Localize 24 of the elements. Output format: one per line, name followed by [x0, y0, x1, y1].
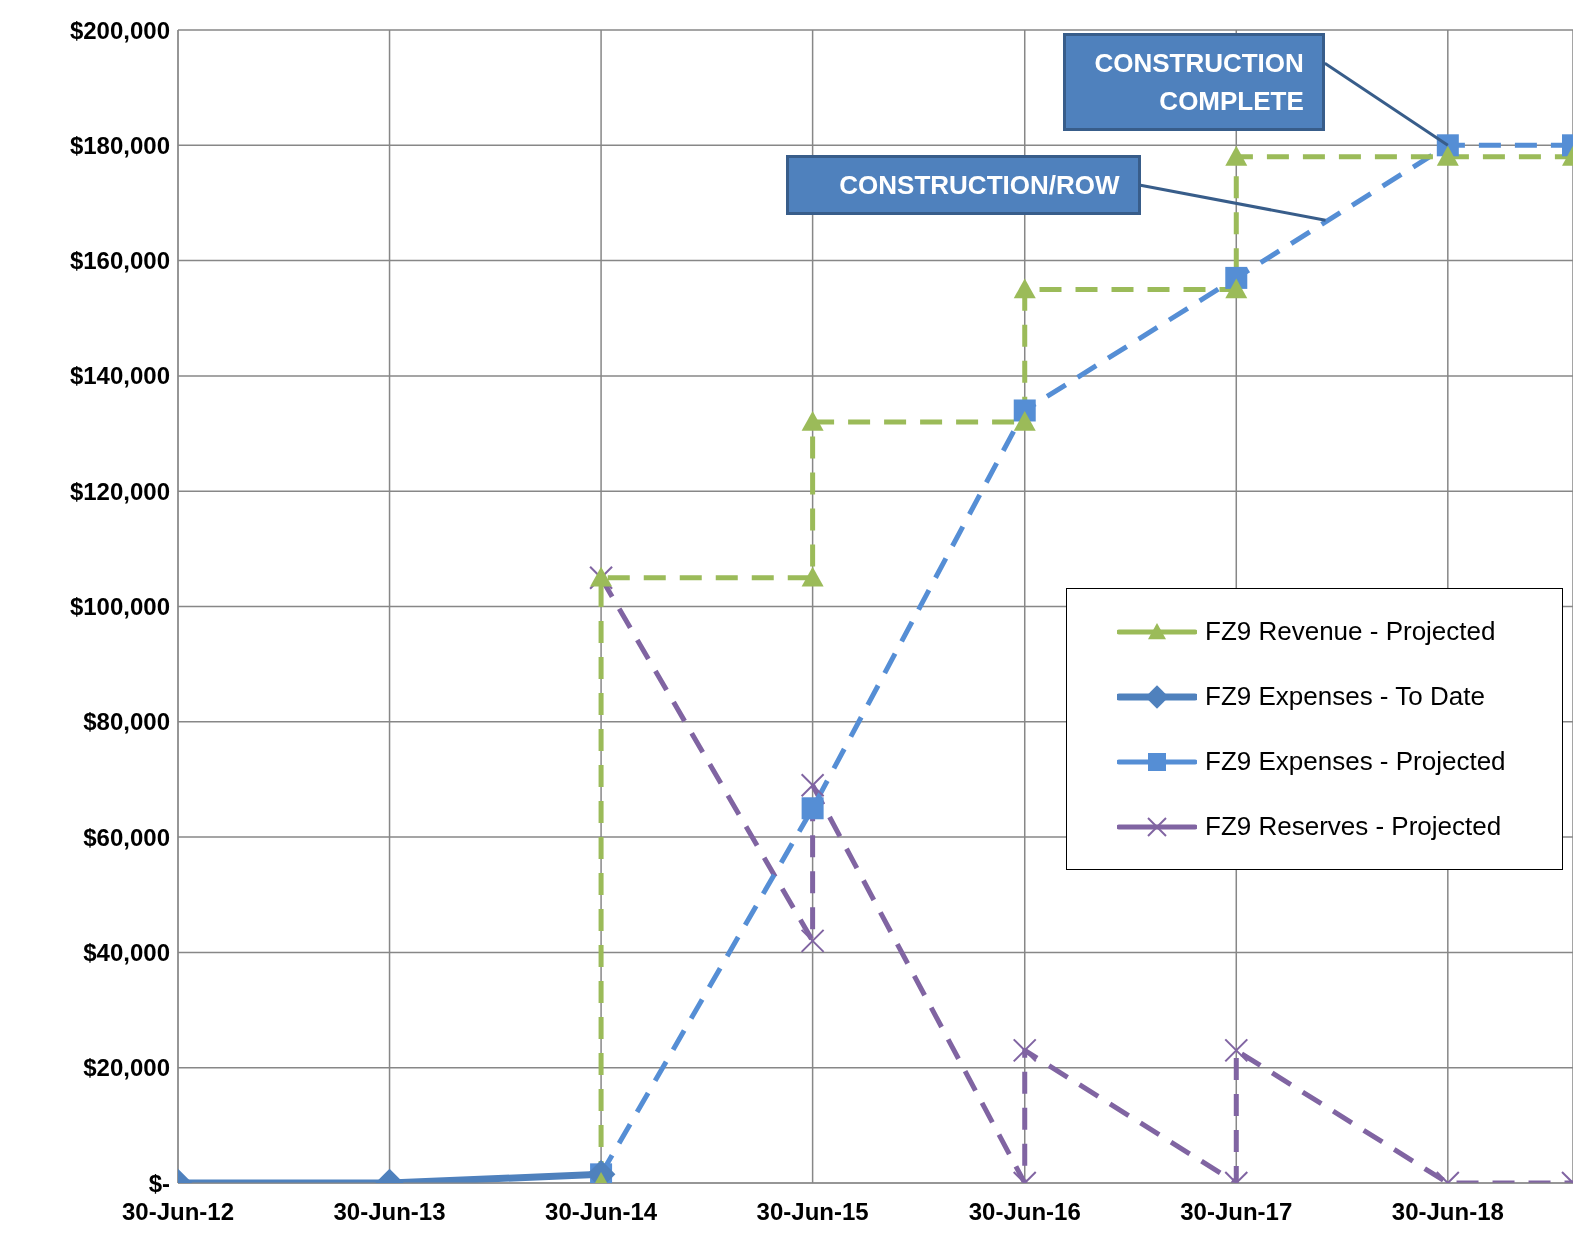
x-tick-label: 30-Jun-17	[1180, 1198, 1293, 1226]
x-tick-label: 30-Jun-14	[545, 1198, 658, 1226]
y-tick-label: $140,000	[69, 362, 170, 390]
annotation: CONSTRUCTION/ROW	[785, 155, 1141, 216]
legend-label: FZ9 Expenses - Projected	[1205, 746, 1506, 777]
x-tick-label: 30-Jun-13	[333, 1198, 446, 1226]
annotation: CONSTRUCTION COMPLETE	[1062, 33, 1325, 132]
y-tick-label: $40,000	[83, 938, 170, 966]
y-tick-label: $100,000	[69, 593, 170, 621]
y-tick-label: $60,000	[83, 823, 170, 851]
y-tick-label: $-	[148, 1169, 170, 1197]
x-tick-label: 30-Jun-18	[1391, 1198, 1504, 1226]
y-tick-label: $20,000	[83, 1054, 170, 1082]
y-tick-label: $120,000	[69, 477, 170, 505]
legend-label: FZ9 Revenue - Projected	[1205, 616, 1496, 647]
y-tick-label: $80,000	[83, 708, 170, 736]
y-tick-label: $180,000	[69, 131, 170, 159]
legend-label: FZ9 Reserves - Projected	[1205, 811, 1502, 842]
x-tick-label: 30-Jun-16	[968, 1198, 1081, 1226]
y-tick-label: $200,000	[69, 16, 170, 44]
legend-label: FZ9 Expenses - To Date	[1205, 681, 1485, 712]
x-tick-label: 30-Jun-12	[121, 1198, 235, 1226]
y-tick-label: $160,000	[69, 247, 170, 275]
x-tick-label: 30-Jun-15	[756, 1198, 869, 1226]
